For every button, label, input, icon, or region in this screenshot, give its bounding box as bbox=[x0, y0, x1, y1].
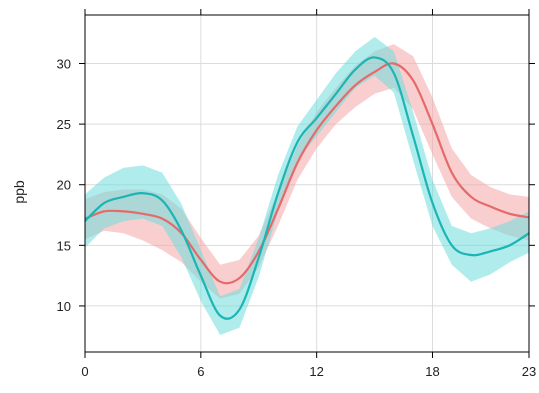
series-2-line bbox=[84, 56, 530, 320]
confidence-bands bbox=[85, 36, 529, 336]
x-tick-label: 0 bbox=[81, 364, 88, 379]
y-tick-label: 15 bbox=[57, 238, 71, 253]
y-tick-label: 10 bbox=[57, 299, 71, 314]
tick-labels: 0 6 12 18 23 10 15 20 25 30 bbox=[57, 56, 537, 379]
y-tick-label: 25 bbox=[57, 117, 71, 132]
series-lines bbox=[84, 56, 530, 320]
y-tick-label: 30 bbox=[57, 56, 71, 71]
x-tick-label: 6 bbox=[197, 364, 204, 379]
series-1-line bbox=[84, 62, 530, 285]
y-tick-label: 20 bbox=[57, 178, 71, 193]
x-tick-label: 12 bbox=[309, 364, 323, 379]
x-tick-label: 23 bbox=[522, 364, 536, 379]
y-axis-label: ppb bbox=[11, 180, 27, 204]
plot-frame bbox=[84, 14, 530, 353]
series-1-band bbox=[85, 44, 529, 299]
x-tick-label: 18 bbox=[425, 364, 439, 379]
series-2-band bbox=[85, 36, 529, 336]
axis-ticks bbox=[79, 9, 535, 358]
